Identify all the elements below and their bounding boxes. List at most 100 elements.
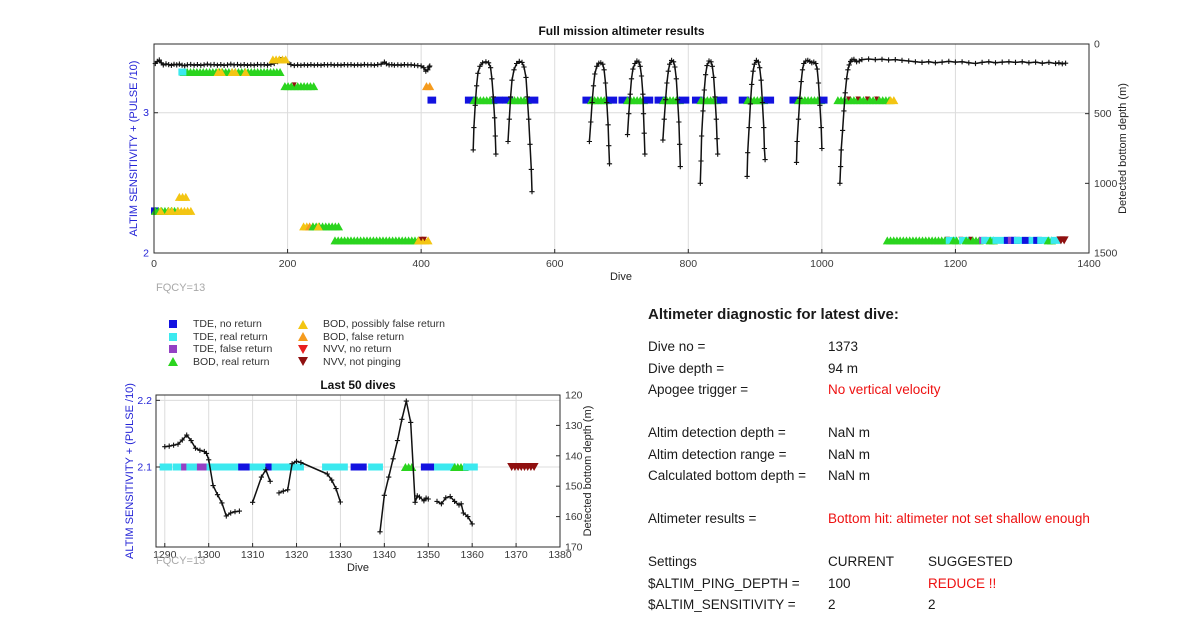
gridlines: [154, 44, 1089, 253]
marker-band-blue-square: [492, 96, 503, 104]
panel-spacer-row: [648, 487, 1188, 509]
panel-row-value: 100: [828, 575, 851, 591]
marker-band-darkred-triangle-down: [1056, 236, 1069, 245]
x-axis-label: Dive: [610, 271, 632, 283]
marker-band-blue-square: [738, 96, 750, 104]
marker-band-yellow-triangle-up: [227, 68, 240, 77]
left-y-axis-label: ALTIM SENSITIVITY + (PULSE /10): [128, 61, 140, 237]
svg-text:1000: 1000: [810, 258, 834, 270]
marker-band-yellow-triangle-up: [156, 206, 166, 215]
svg-text:1350: 1350: [417, 549, 441, 561]
svg-text:1000: 1000: [1094, 178, 1118, 190]
right-y-axis-label: Detected bottom depth (m): [582, 406, 594, 537]
plot-frame: [155, 394, 561, 548]
legend-label: TDE, no return: [193, 318, 262, 330]
frequency-annotation: FQCY=13: [156, 282, 205, 294]
panel-row: Apogee trigger = No vertical velocity: [648, 379, 1188, 401]
svg-text:160: 160: [565, 511, 583, 523]
svg-text:1200: 1200: [944, 258, 968, 270]
plot-frame: [153, 43, 1090, 254]
marker-band-blue-square: [427, 96, 437, 104]
marker-band-blue-square: [265, 463, 276, 471]
marker-band-cyan-square: [230, 463, 243, 471]
svg-text:2.2: 2.2: [137, 395, 152, 407]
frequency-annotation: FQCY=13: [156, 555, 205, 567]
svg-text:140: 140: [565, 450, 583, 462]
marker-band-yellow-triangle-up: [313, 222, 323, 231]
legend-item: BOD, possibly false return: [290, 318, 445, 330]
marker-band-cyan-square: [186, 463, 202, 471]
svg-text:500: 500: [1094, 108, 1112, 120]
gridlines: [156, 395, 560, 547]
axis-ticks-and-labels: 1290 1300 1310 1320 1330 1340 1350 1360 1370 1380…: [124, 378, 594, 574]
bottom-depth-trace: [162, 398, 475, 535]
svg-text:1300: 1300: [197, 549, 221, 561]
svg-text:1330: 1330: [329, 549, 353, 561]
marker-band-blue-square: [420, 463, 440, 471]
marker-band-blue-square: [678, 96, 690, 104]
legend-column-2: BOD, possibly false return BOD, false ret…: [290, 318, 445, 368]
svg-text:2.1: 2.1: [137, 462, 152, 474]
panel-row: $ALTIM_SENSITIVITY = 2 2: [648, 594, 1188, 616]
svg-text:800: 800: [680, 258, 698, 270]
legend-item: NVV, not pinging: [290, 356, 445, 368]
legend-item: TDE, real return: [160, 331, 272, 343]
marker-band-yellow-triangle-up: [213, 68, 226, 77]
marker-band-cyan-square: [434, 463, 456, 471]
marker-band-blue-square: [582, 96, 594, 104]
marker-band-cyan-square: [249, 463, 260, 471]
marker-band-blue-square: [818, 96, 828, 104]
panel-row-value: 2: [828, 597, 836, 612]
svg-text:0: 0: [151, 258, 157, 270]
axis-ticks-and-labels: 0 200 400 600 800 1000 1200 1400 2 3 0 500 1000 1500 F…: [128, 24, 1129, 294]
x-axis-label: Dive: [347, 562, 369, 574]
panel-row-value: 94 m: [828, 360, 859, 376]
marker-band-yellow-triangle-up: [268, 55, 291, 64]
marker-band-cyan-square: [945, 236, 957, 244]
svg-text:1400: 1400: [1077, 258, 1101, 270]
svg-text:200: 200: [279, 258, 297, 270]
left-y-axis-label: ALTIM SENSITIVITY + (PULSE /10): [124, 383, 136, 559]
marker-band-darkred-triangle-down: [846, 96, 852, 101]
svg-text:0: 0: [1094, 39, 1100, 51]
marker-band-yellow-triangle-up: [886, 96, 899, 105]
tde-real-return-marker-icon: [160, 332, 186, 341]
marker-band-yellow-triangle-up: [174, 192, 191, 201]
marker-band-cyan-square: [1013, 236, 1027, 244]
marker-band-darkred-triangle-down: [421, 236, 427, 242]
tde-false-return-marker-icon: [160, 345, 186, 353]
marker-band-cyan-square: [981, 236, 994, 244]
last-50-dives-plot: 1290 1300 1310 1320 1330 1340 1350 1360 1370 1380…: [124, 378, 594, 574]
svg-text:400: 400: [412, 258, 430, 270]
right-y-axis-label: Detected bottom depth (m): [1117, 83, 1129, 214]
legend-label: BOD, possibly false return: [323, 318, 445, 330]
marker-band-blue-square: [654, 96, 666, 104]
marker-band-blue-square: [238, 463, 254, 471]
marker-band-green-triangle-up: [833, 96, 894, 105]
marker-band-blue-square: [464, 96, 476, 104]
panel-row-value: CURRENT: [828, 554, 894, 569]
marker-band-darkred-triangle-down: [874, 96, 880, 101]
marker-band-cyan-square: [178, 68, 187, 76]
legend-item: BOD, real return: [160, 356, 272, 368]
svg-text:130: 130: [565, 420, 583, 432]
panel-row-value: Bottom hit: altimeter not set shallow en…: [828, 511, 1090, 526]
legend-label: BOD, real return: [193, 355, 270, 368]
panel-row: Dive no = 1373: [648, 336, 1188, 358]
legend-column-1: TDE, no return TDE, real return TDE, false…: [160, 318, 272, 368]
svg-text:1380: 1380: [548, 549, 572, 561]
panel-row-label: Apogee trigger =: [648, 382, 749, 397]
svg-text:1340: 1340: [373, 549, 397, 561]
marker-band-cyan-square: [159, 463, 173, 471]
marker-band-green-triangle-up: [330, 236, 423, 245]
svg-text:1320: 1320: [285, 549, 309, 561]
marker-band-green-triangle-up: [308, 222, 344, 231]
panel-row-label: Altim detection range =: [648, 446, 787, 462]
panel-row-label: Settings: [648, 554, 697, 569]
marker-band-green-triangle-up: [280, 82, 319, 91]
panel-row: $ALTIM_PING_DEPTH = 100 REDUCE !!: [648, 573, 1188, 595]
legend-item: TDE, no return: [160, 318, 272, 330]
panel-spacer-row: [648, 401, 1188, 423]
panel-row-label: $ALTIM_PING_DEPTH =: [648, 575, 800, 591]
